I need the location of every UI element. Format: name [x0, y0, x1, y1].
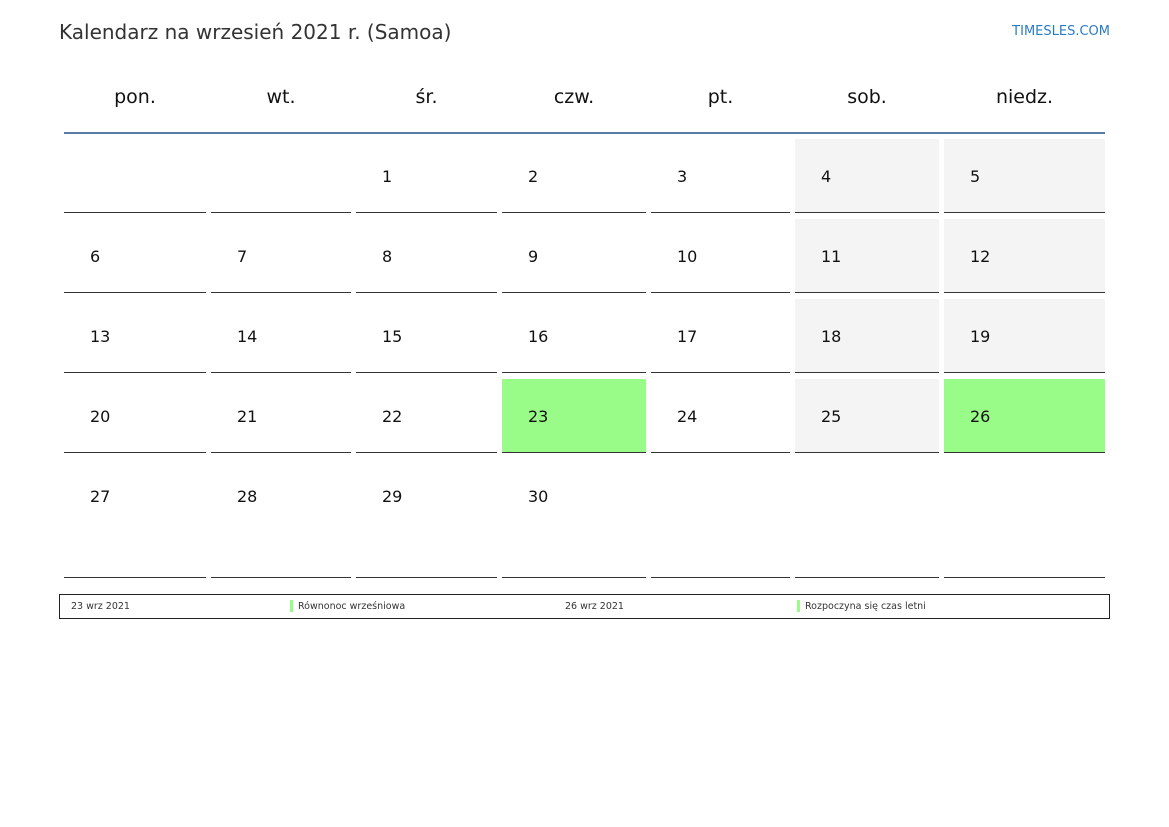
- legend-event: Równonoc wrześniowa: [298, 601, 406, 612]
- day-number: 14: [237, 327, 258, 346]
- day-number: 27: [90, 487, 111, 506]
- day-number: 5: [970, 167, 981, 186]
- day-cell[interactable]: 18: [795, 299, 939, 373]
- weekday-label: pon.: [114, 86, 156, 108]
- legend-color-marker: [797, 600, 800, 612]
- day-number: 16: [528, 327, 549, 346]
- day-number: 4: [821, 167, 832, 186]
- day-cell[interactable]: 27: [64, 459, 206, 578]
- day-number: 8: [382, 247, 393, 266]
- day-number: 17: [677, 327, 698, 346]
- day-cell[interactable]: 16: [502, 299, 646, 373]
- day-cell[interactable]: 26: [944, 379, 1105, 453]
- day-cell[interactable]: 15: [356, 299, 497, 373]
- day-cell[interactable]: 21: [211, 379, 351, 453]
- day-cell[interactable]: 25: [795, 379, 939, 453]
- weekday-label: wt.: [266, 86, 296, 108]
- day-cell[interactable]: 11: [795, 219, 939, 293]
- day-number: 3: [677, 167, 688, 186]
- day-number: 2: [528, 167, 539, 186]
- page-title: Kalendarz na wrzesień 2021 r. (Samoa): [59, 20, 452, 44]
- day-number: 1: [382, 167, 393, 186]
- legend-color-marker: [290, 600, 293, 612]
- day-cell[interactable]: 23: [502, 379, 646, 453]
- events-legend: 23 wrz 2021 Równonoc wrześniowa 26 wrz 2…: [59, 594, 1110, 619]
- empty-cell: [211, 139, 351, 213]
- day-cell[interactable]: 7: [211, 219, 351, 293]
- day-number: 21: [237, 407, 258, 426]
- legend-event: Rozpoczyna się czas letni: [805, 601, 926, 612]
- day-number: 30: [528, 487, 549, 506]
- day-cell[interactable]: 4: [795, 139, 939, 213]
- day-number: 22: [382, 407, 403, 426]
- day-cell[interactable]: 6: [64, 219, 206, 293]
- weekday-label: czw.: [553, 86, 595, 108]
- day-cell[interactable]: 28: [211, 459, 351, 578]
- day-cell[interactable]: 1: [356, 139, 497, 213]
- day-cell[interactable]: 5: [944, 139, 1105, 213]
- day-cell[interactable]: 24: [651, 379, 790, 453]
- day-cell[interactable]: 3: [651, 139, 790, 213]
- weekday-label: sob.: [847, 86, 887, 108]
- weekday-header: pon. wt. śr. czw. pt. sob. niedz.: [64, 84, 1105, 134]
- day-number: 18: [821, 327, 842, 346]
- day-cell[interactable]: 2: [502, 139, 646, 213]
- day-number: 11: [821, 247, 842, 266]
- day-cell[interactable]: 14: [211, 299, 351, 373]
- day-number: 12: [970, 247, 991, 266]
- day-number: 23: [528, 407, 549, 426]
- weekday-label: pt.: [707, 86, 734, 108]
- calendar-grid: 1 2 3 4 5 6 7 8 9 10 11 12 13 14 15 16 17 18 19 20 21 22 23 24 2…: [64, 139, 1105, 578]
- day-number: 9: [528, 247, 539, 266]
- weekday-label: śr.: [415, 86, 438, 108]
- day-number: 6: [90, 247, 101, 266]
- day-number: 29: [382, 487, 403, 506]
- legend-date: 26 wrz 2021: [565, 601, 624, 612]
- day-cell[interactable]: 30: [502, 459, 646, 578]
- day-cell[interactable]: 8: [356, 219, 497, 293]
- brand-link[interactable]: TIMESLES.COM: [1012, 24, 1110, 39]
- day-cell[interactable]: 22: [356, 379, 497, 453]
- day-number: 19: [970, 327, 991, 346]
- day-cell[interactable]: 13: [64, 299, 206, 373]
- day-cell[interactable]: 29: [356, 459, 497, 578]
- empty-cell: [64, 139, 206, 213]
- day-number: 28: [237, 487, 258, 506]
- day-number: 7: [237, 247, 248, 266]
- day-number: 15: [382, 327, 403, 346]
- day-cell[interactable]: 20: [64, 379, 206, 453]
- empty-cell: [944, 459, 1105, 578]
- day-number: 13: [90, 327, 111, 346]
- empty-cell: [795, 459, 939, 578]
- day-number: 25: [821, 407, 842, 426]
- empty-cell: [651, 459, 790, 578]
- day-cell[interactable]: 17: [651, 299, 790, 373]
- day-cell[interactable]: 10: [651, 219, 790, 293]
- weekday-label: niedz.: [995, 86, 1054, 108]
- day-number: 20: [90, 407, 111, 426]
- legend-date: 23 wrz 2021: [71, 601, 130, 612]
- day-number: 10: [677, 247, 698, 266]
- day-cell[interactable]: 12: [944, 219, 1105, 293]
- day-cell[interactable]: 19: [944, 299, 1105, 373]
- day-number: 26: [970, 407, 991, 426]
- day-number: 24: [677, 407, 698, 426]
- day-cell[interactable]: 9: [502, 219, 646, 293]
